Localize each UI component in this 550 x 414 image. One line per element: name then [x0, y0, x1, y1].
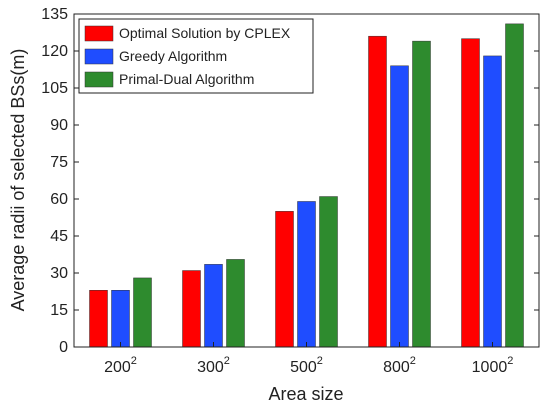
bar-3-1 [133, 277, 152, 348]
y-axis-label: Average radii of selected BSs(m) [8, 49, 28, 312]
x-tick-exponent: 2 [224, 355, 230, 367]
x-tick-exponent: 2 [507, 355, 513, 367]
x-tick-exponent: 2 [317, 355, 323, 367]
bar-3-2 [226, 259, 245, 348]
bar-1-2 [182, 270, 201, 348]
x-tick-label: 3002 [197, 355, 230, 376]
bar-3-4 [412, 40, 431, 348]
legend-swatch-1 [84, 25, 114, 42]
bar-1-1 [89, 290, 108, 348]
y-tick-label: 60 [50, 191, 68, 208]
x-axis-label: Area size [268, 384, 343, 404]
legend-box [78, 18, 314, 94]
y-tick-label: 30 [50, 265, 68, 282]
bar-1-3 [275, 211, 294, 348]
legend: Optimal Solution by CPLEX Greedy Algorith… [78, 18, 314, 94]
bar-2-2 [204, 264, 223, 348]
y-tick-label: 75 [50, 154, 68, 171]
legend-swatch-2 [84, 48, 114, 65]
x-tick-base: 800 [383, 359, 410, 376]
x-tick-base: 300 [197, 359, 224, 376]
x-tick-label: 2002 [104, 355, 137, 376]
y-tick-label: 105 [41, 80, 68, 97]
legend-swatch-3 [84, 71, 114, 88]
y-tick-label: 45 [50, 228, 68, 245]
bars-group [89, 23, 524, 348]
x-tick-base: 500 [290, 359, 317, 376]
x-tick-base: 200 [104, 359, 131, 376]
x-tick-label: 10002 [472, 355, 514, 376]
y-tick-label: 120 [41, 43, 68, 60]
bar-1-5 [461, 38, 480, 348]
y-tick-label: 0 [59, 339, 68, 356]
x-tick-exponent: 2 [131, 355, 137, 367]
bar-3-3 [319, 196, 338, 348]
bar-1-4 [368, 35, 387, 348]
bar-3-5 [505, 23, 524, 348]
bar-2-1 [111, 290, 130, 348]
y-tick-label: 90 [50, 117, 68, 134]
bar-2-3 [297, 201, 316, 348]
bar-2-5 [483, 55, 502, 348]
x-tick-label: 8002 [383, 355, 416, 376]
legend-label-1: Optimal Solution by CPLEX [119, 25, 291, 41]
y-tick-label: 15 [50, 302, 68, 319]
y-axis: 0 15 30 45 60 75 90 105 120 135 [41, 6, 539, 356]
legend-label-3: Primal-Dual Algorithm [119, 71, 254, 87]
y-tick-label: 135 [41, 6, 68, 23]
x-tick-label: 5002 [290, 355, 323, 376]
legend-label-2: Greedy Algorithm [119, 48, 227, 64]
x-tick-exponent: 2 [410, 355, 416, 367]
x-axis: 2002 3002 5002 8002 10002 [104, 342, 513, 376]
x-tick-base: 1000 [472, 359, 508, 376]
bar-2-4 [390, 65, 409, 348]
